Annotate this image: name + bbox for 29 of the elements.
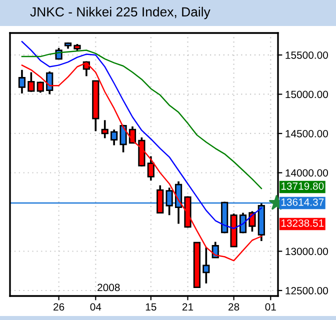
x-tick-label: 01 — [265, 303, 276, 311]
text: 13719.80 — [281, 182, 324, 190]
candlestick — [46, 70, 54, 96]
x-tick-label: 28 — [228, 303, 240, 311]
candlestick — [156, 184, 164, 214]
candlestick — [202, 246, 210, 284]
ref-line-label: 13614.37 — [281, 198, 324, 206]
x-tick-label: 21 — [182, 303, 194, 310]
y-tick-label: 15000.00 — [286, 90, 328, 98]
y-tick-label: 13000.00 — [286, 248, 328, 256]
x-tick-label: 26 — [54, 303, 64, 311]
candlestick — [101, 119, 108, 140]
y-tick-label: 15500.00 — [286, 51, 328, 59]
text: 13238.51 — [281, 219, 324, 227]
y-tick-label: 12500.00 — [286, 287, 328, 294]
x-tick-label: 15 — [146, 303, 156, 311]
candlestick — [28, 71, 35, 93]
candlestick — [248, 210, 256, 233]
candlestick — [147, 155, 154, 182]
y-tick-label: 14500.00 — [286, 130, 328, 138]
candlestick — [18, 68, 26, 94]
candlestick — [36, 80, 44, 94]
annotation: 2008 — [98, 284, 120, 292]
y-tick-label: 14000.00 — [286, 169, 328, 177]
chart-title: JNKC - Nikkei 225 Index, Daily — [30, 6, 210, 20]
x-tick-label: 04 — [90, 303, 102, 311]
candlestick — [166, 186, 173, 216]
line-series — [21, 50, 262, 190]
candlestick — [110, 128, 118, 146]
